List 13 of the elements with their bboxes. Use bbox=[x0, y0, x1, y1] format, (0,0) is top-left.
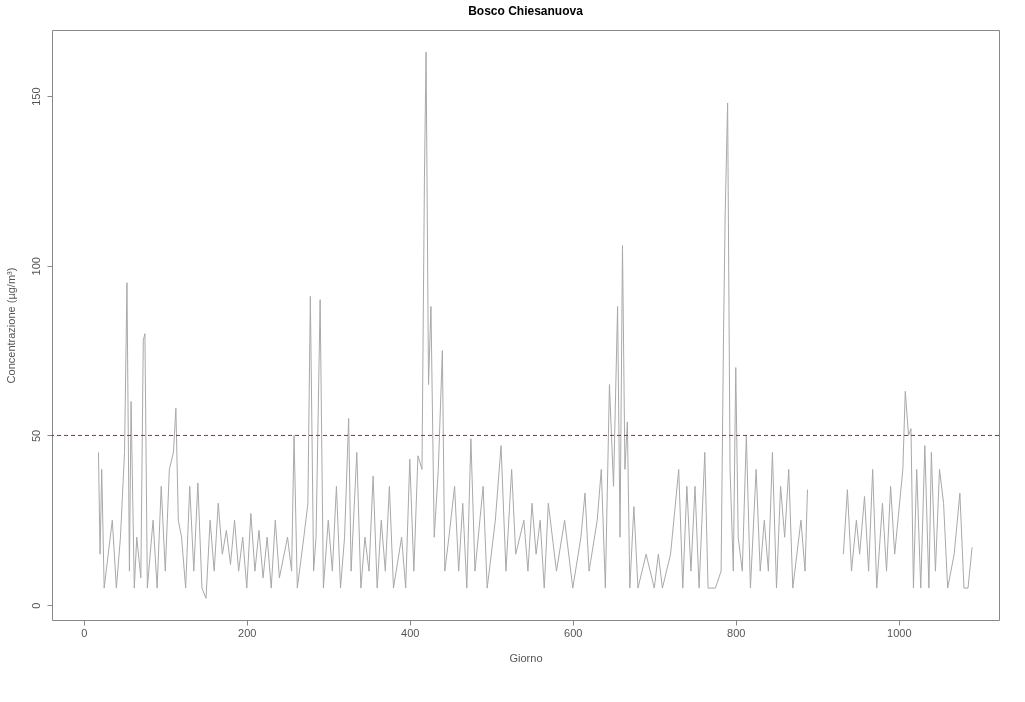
y-axis-title: Concentrazione (µg/m³) bbox=[4, 267, 17, 384]
y-tick-label: 50 bbox=[29, 429, 42, 443]
y-tick-label: 150 bbox=[29, 87, 42, 106]
x-tick-label: 600 bbox=[564, 626, 583, 639]
chart-title: Bosco Chiesanuova bbox=[468, 4, 584, 18]
x-tick-label: 400 bbox=[401, 626, 420, 639]
x-tick-label: 1000 bbox=[887, 626, 912, 639]
y-tick-label: 100 bbox=[29, 257, 42, 276]
x-tick-label: 200 bbox=[238, 626, 257, 639]
x-tick-label: 0 bbox=[81, 626, 88, 639]
x-axis-title: Giorno bbox=[509, 651, 543, 664]
x-tick-label: 800 bbox=[727, 626, 746, 639]
y-tick-label: 0 bbox=[29, 602, 42, 609]
